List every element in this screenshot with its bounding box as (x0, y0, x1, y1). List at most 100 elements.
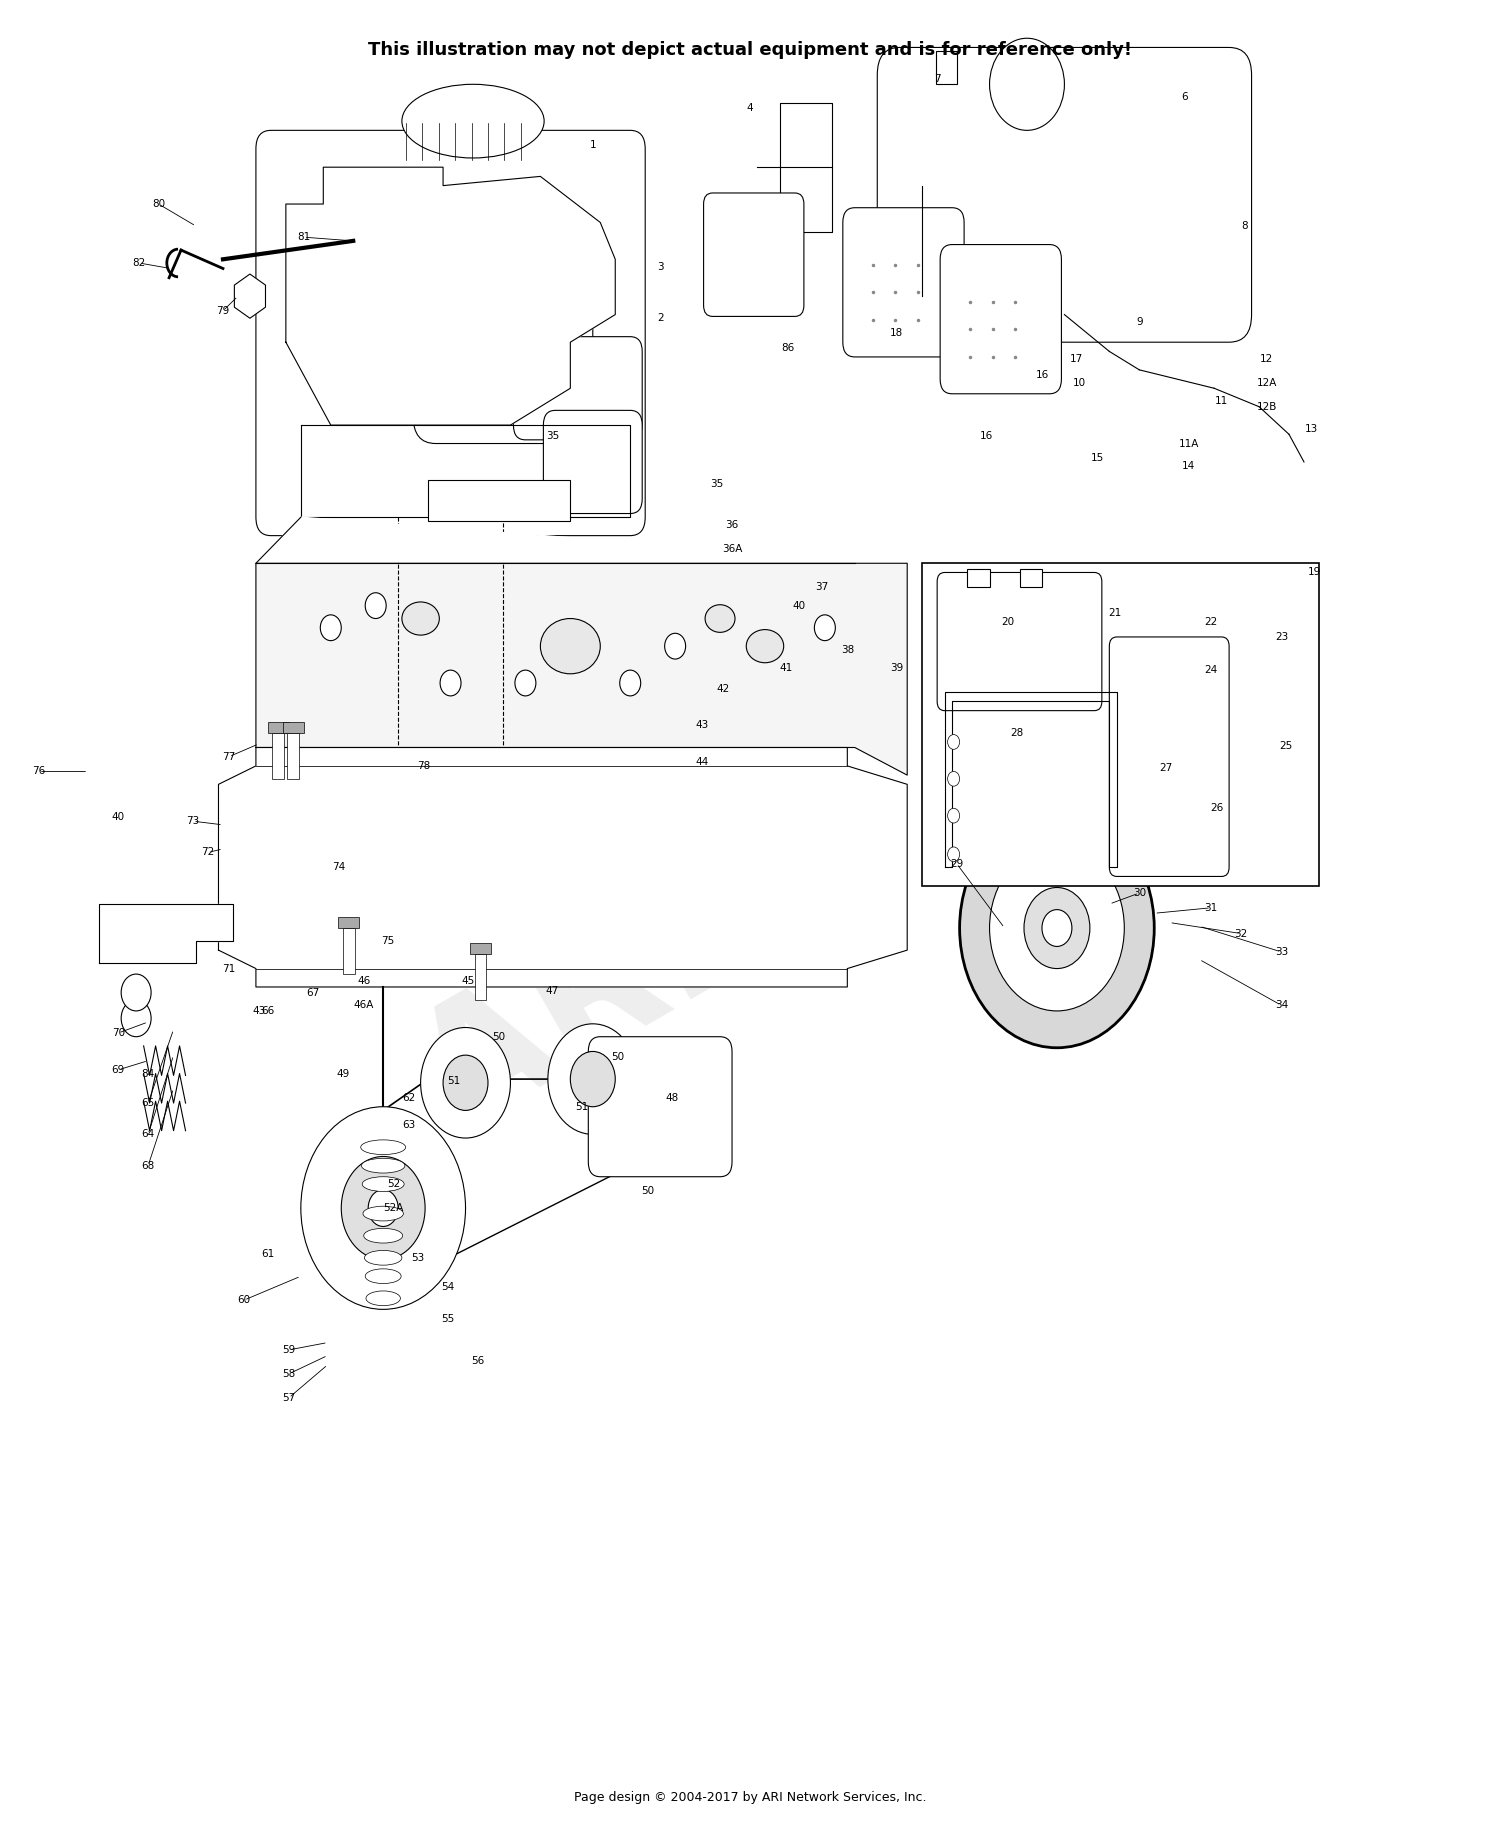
FancyBboxPatch shape (843, 208, 964, 356)
Text: 21: 21 (1108, 609, 1122, 618)
Circle shape (442, 1055, 488, 1111)
Text: 66: 66 (261, 1006, 274, 1017)
Circle shape (622, 793, 742, 941)
FancyBboxPatch shape (922, 563, 1318, 886)
Text: 58: 58 (282, 1369, 296, 1378)
Circle shape (503, 849, 562, 922)
FancyBboxPatch shape (588, 1037, 732, 1177)
Circle shape (1024, 887, 1090, 969)
Text: 82: 82 (132, 258, 146, 268)
Circle shape (321, 614, 342, 640)
Text: 71: 71 (222, 963, 236, 974)
Text: 69: 69 (111, 1065, 125, 1076)
Text: 16: 16 (980, 432, 993, 441)
Text: 6: 6 (1180, 92, 1188, 101)
Text: 13: 13 (1305, 424, 1318, 434)
Bar (339, 917, 358, 928)
Text: 63: 63 (402, 1120, 416, 1131)
Text: 73: 73 (186, 815, 200, 827)
Circle shape (570, 1052, 615, 1107)
Text: 81: 81 (297, 232, 310, 242)
Text: 43: 43 (252, 1006, 266, 1017)
Bar (1020, 568, 1042, 587)
FancyBboxPatch shape (543, 410, 642, 513)
Ellipse shape (747, 629, 783, 662)
Text: 52: 52 (387, 1179, 400, 1188)
Ellipse shape (402, 85, 544, 159)
Text: 54: 54 (441, 1282, 454, 1291)
Text: 42: 42 (717, 683, 729, 694)
Ellipse shape (260, 882, 282, 926)
Text: 11A: 11A (1179, 439, 1198, 448)
Text: 44: 44 (696, 756, 708, 768)
Text: 50: 50 (642, 1186, 656, 1196)
Ellipse shape (705, 605, 735, 633)
Circle shape (948, 734, 960, 749)
Text: 40: 40 (794, 601, 806, 611)
Text: 46A: 46A (354, 1000, 374, 1011)
Circle shape (990, 845, 1125, 1011)
Circle shape (960, 808, 1154, 1048)
Text: 8: 8 (1240, 221, 1248, 231)
Text: 27: 27 (1160, 762, 1173, 773)
Ellipse shape (363, 1229, 402, 1244)
Text: 9: 9 (1136, 317, 1143, 327)
Polygon shape (99, 904, 234, 963)
Text: 64: 64 (141, 1129, 154, 1140)
Text: 45: 45 (462, 976, 476, 987)
Text: 36A: 36A (722, 544, 742, 554)
FancyBboxPatch shape (256, 131, 645, 535)
Text: 2: 2 (657, 314, 663, 323)
Circle shape (122, 974, 152, 1011)
Text: 3: 3 (657, 262, 663, 271)
Ellipse shape (362, 1177, 404, 1192)
Text: 51: 51 (576, 1101, 590, 1113)
Text: 32: 32 (1234, 928, 1248, 939)
Text: 60: 60 (237, 1295, 250, 1304)
Text: 75: 75 (381, 935, 394, 946)
Text: 23: 23 (1275, 633, 1288, 642)
Text: 48: 48 (666, 1092, 680, 1103)
Text: 25: 25 (1280, 740, 1293, 751)
Ellipse shape (364, 1269, 400, 1284)
Text: 7: 7 (934, 74, 940, 83)
Ellipse shape (540, 618, 600, 673)
Bar (268, 721, 290, 732)
Text: 17: 17 (1070, 354, 1083, 363)
Text: 10: 10 (1072, 378, 1086, 387)
Ellipse shape (260, 817, 282, 863)
Text: 77: 77 (222, 751, 236, 762)
Circle shape (302, 766, 465, 969)
Text: 43: 43 (696, 720, 708, 731)
Circle shape (948, 808, 960, 823)
Text: 41: 41 (780, 662, 792, 673)
Text: 51: 51 (447, 1076, 460, 1087)
Circle shape (664, 633, 686, 659)
Bar (273, 732, 285, 779)
Text: 46: 46 (357, 976, 370, 987)
FancyBboxPatch shape (1110, 637, 1228, 876)
Circle shape (948, 771, 960, 786)
Polygon shape (286, 168, 615, 424)
Ellipse shape (363, 1207, 404, 1221)
FancyBboxPatch shape (878, 48, 1251, 341)
Circle shape (420, 1028, 510, 1138)
FancyBboxPatch shape (413, 223, 592, 443)
Text: 76: 76 (32, 766, 45, 777)
Text: 47: 47 (546, 985, 560, 996)
Text: 74: 74 (332, 862, 345, 873)
Text: 12: 12 (1260, 354, 1274, 363)
Text: 53: 53 (411, 1253, 424, 1262)
Text: 86: 86 (782, 343, 794, 352)
Bar (344, 928, 354, 974)
Circle shape (1042, 910, 1072, 946)
Circle shape (342, 1157, 424, 1260)
Bar (474, 954, 486, 1000)
Text: 19: 19 (1308, 568, 1322, 577)
Circle shape (368, 1190, 398, 1227)
Text: 49: 49 (336, 1068, 350, 1079)
Circle shape (440, 670, 460, 696)
Text: 12A: 12A (1257, 378, 1276, 387)
Text: 55: 55 (441, 1314, 454, 1323)
Text: 18: 18 (890, 328, 903, 338)
